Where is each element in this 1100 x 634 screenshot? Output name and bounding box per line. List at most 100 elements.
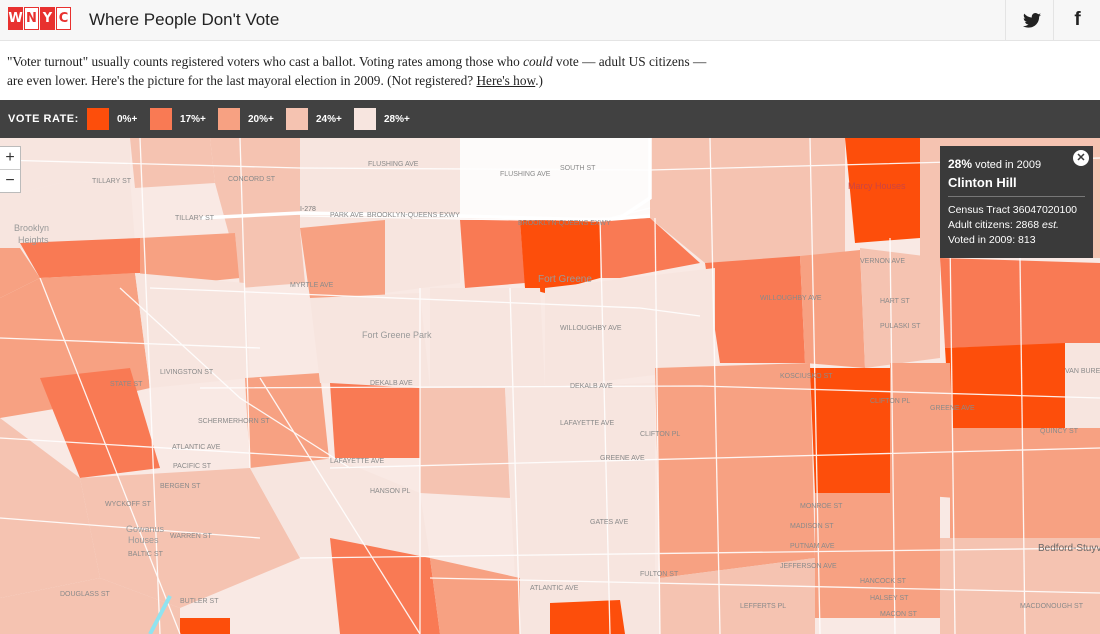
street-label: LAFAYETTE AVE (330, 458, 385, 465)
census-tracts[interactable] (0, 138, 1100, 634)
census-tract[interactable] (890, 363, 955, 498)
registration-link[interactable]: Here's how (476, 73, 536, 88)
legend-label: 0%+ (117, 113, 138, 125)
street-labels: FLUSHING AVE SOUTH ST FLUSHING AVE PARK … (60, 161, 1100, 618)
street-label: BROOKLYN-QUEENS EXWY (518, 220, 611, 227)
census-tract[interactable] (0, 178, 135, 248)
census-tract[interactable] (705, 256, 805, 363)
choropleth-map[interactable]: Fort Greene Fort Greene Park Brooklyn He… (0, 138, 1100, 634)
census-tract[interactable] (330, 538, 440, 634)
census-tract[interactable] (950, 428, 1100, 538)
census-tract[interactable] (655, 363, 815, 578)
intro-part3: .) (535, 73, 543, 88)
street-label: TILLARY ST (92, 178, 132, 185)
census-tract[interactable] (140, 233, 240, 288)
street-label: LEFFERTS PL (740, 603, 786, 610)
zoom-in-button[interactable]: + (5, 149, 15, 166)
census-tract[interactable] (385, 218, 460, 293)
street-label: GREENE AVE (600, 455, 645, 462)
street-label: BUTLER ST (180, 598, 219, 605)
census-tract[interactable] (520, 220, 600, 293)
legend-swatch (354, 108, 376, 130)
census-tract[interactable] (940, 538, 1100, 634)
census-tract[interactable] (0, 248, 40, 298)
census-tract[interactable] (430, 288, 545, 388)
logo-letter: N (24, 7, 39, 30)
map-canvas[interactable]: Fort Greene Fort Greene Park Brooklyn He… (0, 138, 1100, 634)
tract-info-popup: ✕ 28% voted in 2009 Clinton Hill Census … (940, 146, 1093, 258)
census-tract[interactable] (40, 368, 160, 478)
census-tract[interactable] (310, 293, 430, 388)
street-label: TILLARY ST (175, 215, 215, 222)
place-label: Houses (128, 535, 159, 545)
street-label: WILLOUGHBY AVE (560, 325, 622, 332)
census-tract[interactable] (210, 138, 300, 238)
close-icon[interactable]: ✕ (1073, 150, 1089, 166)
intro-part2: vote — adult US citizens — are even lowe… (7, 54, 707, 88)
place-label: Marcy Houses (848, 181, 906, 191)
neighborhood-name: Clinton Hill (948, 175, 1017, 190)
street-label: HANSON PL (370, 488, 411, 495)
street-label: WYCKOFF ST (105, 501, 152, 508)
census-tract[interactable] (300, 220, 385, 303)
adult-citizens-value: 2868 (1015, 219, 1040, 231)
place-label: Brooklyn (14, 223, 49, 233)
logo-letter: Y (40, 7, 55, 30)
street-label: PULASKI ST (880, 323, 921, 330)
vote-rate-value: 28% (948, 157, 973, 171)
place-label: Fort Greene (538, 274, 592, 285)
street-label: DEKALB AVE (370, 380, 413, 387)
census-tract[interactable] (130, 138, 215, 188)
census-tract[interactable] (245, 373, 330, 468)
census-tract[interactable] (650, 138, 845, 263)
census-tract[interactable] (430, 558, 520, 634)
legend-item: 0%+ (87, 108, 137, 130)
census-tract[interactable] (135, 273, 250, 388)
street-label: CONCORD ST (228, 176, 276, 183)
census-tract[interactable] (460, 138, 650, 218)
census-tract[interactable] (550, 600, 625, 634)
logo-letter: W (8, 7, 23, 30)
legend-item: 17%+ (150, 108, 206, 130)
twitter-share-button[interactable] (1005, 0, 1058, 40)
vote-rate-suffix: voted in 2009 (972, 159, 1042, 171)
census-tract[interactable] (0, 418, 100, 598)
census-tract[interactable] (0, 578, 180, 634)
street-label: DEKALB AVE (570, 383, 613, 390)
street-label: CLIFTON PL (640, 431, 680, 438)
census-tract[interactable] (330, 383, 420, 458)
census-tract[interactable] (600, 218, 700, 278)
census-tract[interactable] (80, 468, 300, 608)
census-tract[interactable] (0, 138, 130, 198)
zoom-out-button[interactable]: − (0, 169, 20, 192)
street-label: QUINCY ST (1040, 428, 1079, 435)
facebook-share-button[interactable]: f (1053, 0, 1100, 40)
street-label: ATLANTIC AVE (530, 585, 579, 592)
census-tract[interactable] (235, 230, 305, 288)
legend-label: 17%+ (180, 113, 206, 125)
census-tract[interactable] (20, 238, 140, 278)
legend-item: 24%+ (286, 108, 342, 130)
vote-rate-legend: VOTE RATE: 0%+ 17%+ 20%+ 24%+ 28%+ (0, 100, 1100, 138)
census-tract[interactable] (1065, 343, 1100, 428)
legend-label: 20%+ (248, 113, 274, 125)
census-tract[interactable] (420, 388, 510, 498)
street-label: ATLANTIC AVE (172, 444, 221, 451)
census-tract[interactable] (180, 618, 230, 634)
census-tract[interactable] (810, 368, 890, 493)
legend-item: 28%+ (354, 108, 410, 130)
census-tract[interactable] (300, 138, 460, 228)
census-tract[interactable] (505, 383, 655, 578)
census-tract[interactable] (860, 248, 940, 368)
street-label: VAN BUREN ST (1065, 368, 1100, 375)
vote-rate-line: 28% voted in 2009 (948, 157, 1041, 171)
wnyc-logo[interactable]: W N Y C (8, 7, 72, 30)
census-tract[interactable] (660, 558, 815, 634)
census-tract[interactable] (250, 458, 430, 558)
census-tract[interactable] (545, 268, 715, 388)
intro-emphasis: could (523, 54, 553, 69)
census-tract[interactable] (460, 220, 525, 288)
street-label: BERGEN ST (160, 483, 201, 490)
census-tract[interactable] (800, 250, 865, 368)
census-tract[interactable] (945, 343, 1065, 428)
